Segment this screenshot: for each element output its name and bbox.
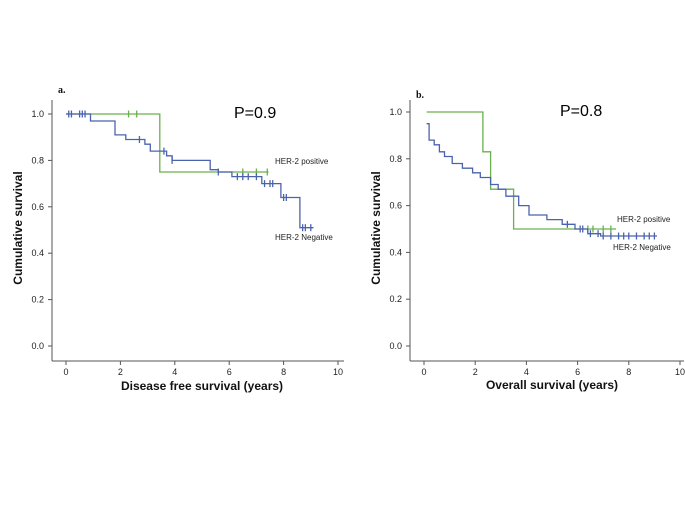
panel-a-y-tick-label: 0.6 [31, 202, 44, 212]
panel-b-y-axis-title: Cumulative survival [369, 171, 383, 284]
panel-b-x-tick-label: 10 [675, 367, 685, 377]
panel-a-label: a. [58, 85, 66, 96]
panel-a-x-tick-label: 6 [227, 367, 232, 377]
panel-a-y-tick-labels: 0.0 0.2 0.4 0.6 0.8 1.0 [31, 109, 44, 351]
panel-b-y-tick-label: 1.0 [389, 107, 402, 117]
panel-a-y-axis-title: Cumulative survival [11, 171, 25, 284]
panel-b-y-tick-label: 0.2 [389, 294, 402, 304]
panel-b-y-tick-labels: 0.0 0.2 0.4 0.6 0.8 1.0 [389, 107, 402, 351]
panel-b-y-tick-label: 0.8 [389, 154, 402, 164]
panel-a-y-tick-label: 0.4 [31, 248, 44, 258]
panel-a-x-tick-labels: 0 2 4 6 8 10 [63, 367, 343, 377]
panel-a-y-tick-label: 1.0 [31, 109, 44, 119]
panel-b-legend-her2-positive: HER-2 positive [617, 215, 671, 224]
panel-a-y-tick-label: 0.8 [31, 155, 44, 165]
panel-b-x-tick-label: 2 [473, 367, 478, 377]
panel-a-x-tick-label: 2 [118, 367, 123, 377]
panel-a-y-tick-label: 0.0 [31, 341, 44, 351]
panel-b-her-2-negative-survival-line [426, 123, 657, 237]
panel-b-axes: 0.0 0.2 0.4 0.6 0.8 1.0 0 2 4 6 8 10 [389, 100, 685, 377]
panel-b-x-tick-label: 6 [575, 367, 580, 377]
panel-a-p-value: P=0.9 [234, 105, 276, 122]
panel-b-y-tick-label: 0.6 [389, 201, 402, 211]
panel-a-x-tick-label: 8 [281, 367, 286, 377]
panel-a-x-tick-label: 0 [63, 367, 68, 377]
panel-a-her-2-negative-survival-line [66, 113, 314, 229]
panel-b-overall-survival: b. P=0.8 0.0 0.2 0.4 0.6 0.8 1.0 0 2 4 6 8 10 HER-… [369, 90, 685, 392]
panel-a-series [66, 110, 314, 232]
panel-a-x-axis-title: Disease free survival (years) [121, 379, 283, 393]
panel-b-ticks [406, 111, 681, 365]
panel-b-legend-her2-negative: HER-2 Negative [613, 243, 671, 252]
panel-b-x-tick-label: 4 [524, 367, 529, 377]
panel-a-disease-free-survival: a. P=0.9 0.0 0.2 0.4 0.6 0.8 1.0 0 2 4 6 8 10 HER-… [11, 85, 344, 393]
panel-a-y-tick-label: 0.2 [31, 295, 44, 305]
panel-b-x-tick-labels: 0 2 4 6 8 10 [421, 367, 685, 377]
panel-a-x-tick-label: 10 [333, 367, 343, 377]
panel-a-ticks [48, 113, 339, 365]
panel-a-axes: 0.0 0.2 0.4 0.6 0.8 1.0 0 2 4 6 8 10 [31, 100, 344, 377]
panel-b-series [426, 111, 657, 240]
panel-a-legend-her2-positive: HER-2 positive [275, 157, 329, 166]
panel-b-y-tick-label: 0.0 [389, 341, 402, 351]
panel-a-her-2-positive-survival-line [66, 113, 269, 173]
panel-b-x-tick-label: 8 [626, 367, 631, 377]
panel-b-y-tick-label: 0.4 [389, 247, 402, 257]
panel-a-x-tick-label: 4 [172, 367, 177, 377]
panel-b-x-tick-label: 0 [421, 367, 426, 377]
panel-b-her-2-positive-survival-line [426, 111, 616, 230]
panel-b-label: b. [416, 90, 425, 101]
panel-b-p-value: P=0.8 [560, 103, 602, 120]
panel-b-x-axis-title: Overall survival (years) [486, 378, 618, 392]
panel-a-legend-her2-negative: HER-2 Negative [275, 233, 333, 242]
